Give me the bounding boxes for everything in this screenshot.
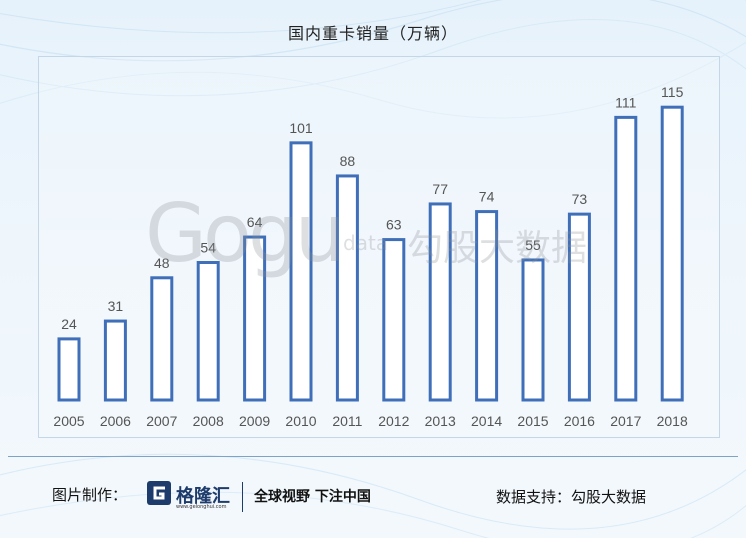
- bar-2012: [382, 238, 406, 402]
- x-tick-2013: 2013: [425, 413, 456, 429]
- footer-made-by-label: 图片制作：: [52, 486, 128, 504]
- gelonghui-logo-icon: [147, 481, 171, 505]
- footer-logo: 格隆汇 www.gelonghui.com 全球视野 下注中国: [146, 478, 406, 518]
- data-label-2006: 31: [108, 298, 124, 314]
- bar-2006: [103, 319, 127, 402]
- x-tick-2011: 2011: [332, 413, 362, 429]
- bar-2015: [521, 258, 545, 402]
- watermark-brand: Gogu: [145, 187, 345, 280]
- chart-title: 国内重卡销量（万辆）: [287, 24, 458, 43]
- x-tick-2008: 2008: [193, 413, 224, 429]
- data-label-2015: 55: [525, 237, 541, 253]
- data-label-2018: 115: [661, 84, 684, 100]
- data-label-2017: 111: [615, 94, 636, 110]
- bar-2017: [614, 115, 638, 402]
- bar-2009: [243, 235, 267, 402]
- watermark-data: data: [343, 231, 389, 255]
- x-tick-2006: 2006: [100, 413, 131, 429]
- x-tick-2014: 2014: [471, 413, 502, 429]
- data-label-2011: 88: [340, 153, 356, 169]
- bar-2013: [428, 202, 452, 402]
- x-tick-2009: 2009: [239, 413, 270, 429]
- bar-2014: [475, 210, 499, 402]
- bar-2010: [289, 141, 313, 402]
- chart-panel: 24 2005 31 2006 48 2007 54 2008 64 2009 101 2010 88 2…: [38, 56, 720, 438]
- data-label-2009: 64: [247, 214, 263, 230]
- footer-divider: [8, 456, 738, 457]
- logo-url: www.gelonghui.com: [176, 504, 227, 510]
- data-label-2012: 63: [386, 217, 402, 233]
- footer-data-source: 数据支持：勾股大数据: [496, 488, 647, 506]
- bar-2016: [567, 212, 591, 402]
- logo-slogan: 全球视野 下注中国: [254, 489, 371, 505]
- watermark-chinese: 勾股大数据: [407, 228, 588, 269]
- data-label-2008: 54: [200, 240, 216, 256]
- data-label-2014: 74: [479, 189, 495, 205]
- bar-chart: 24 2005 31 2006 48 2007 54 2008 64 2009 101 2010 88 2…: [53, 84, 688, 429]
- x-tick-2005: 2005: [53, 413, 84, 429]
- x-tick-2017: 2017: [610, 413, 641, 429]
- data-label-2007: 48: [154, 255, 170, 271]
- data-label-2013: 77: [432, 181, 448, 197]
- watermark: Gogu data 勾股大数据: [145, 187, 605, 285]
- bar-2005: [57, 337, 81, 402]
- x-tick-2015: 2015: [517, 413, 548, 429]
- data-label-2010: 101: [289, 120, 313, 136]
- x-tick-2012: 2012: [378, 413, 409, 429]
- x-tick-2016: 2016: [564, 413, 595, 429]
- logo-name: 格隆汇: [176, 486, 230, 507]
- data-label-2005: 24: [61, 316, 77, 332]
- x-tick-2018: 2018: [657, 413, 688, 429]
- x-tick-2007: 2007: [146, 413, 177, 429]
- data-label-2016: 73: [572, 191, 588, 207]
- x-tick-2010: 2010: [285, 413, 316, 429]
- logo-separator: [242, 482, 243, 512]
- bar-2018: [660, 105, 684, 402]
- bar-2007: [150, 276, 174, 402]
- bar-2011: [335, 174, 359, 402]
- bar-2008: [196, 261, 220, 402]
